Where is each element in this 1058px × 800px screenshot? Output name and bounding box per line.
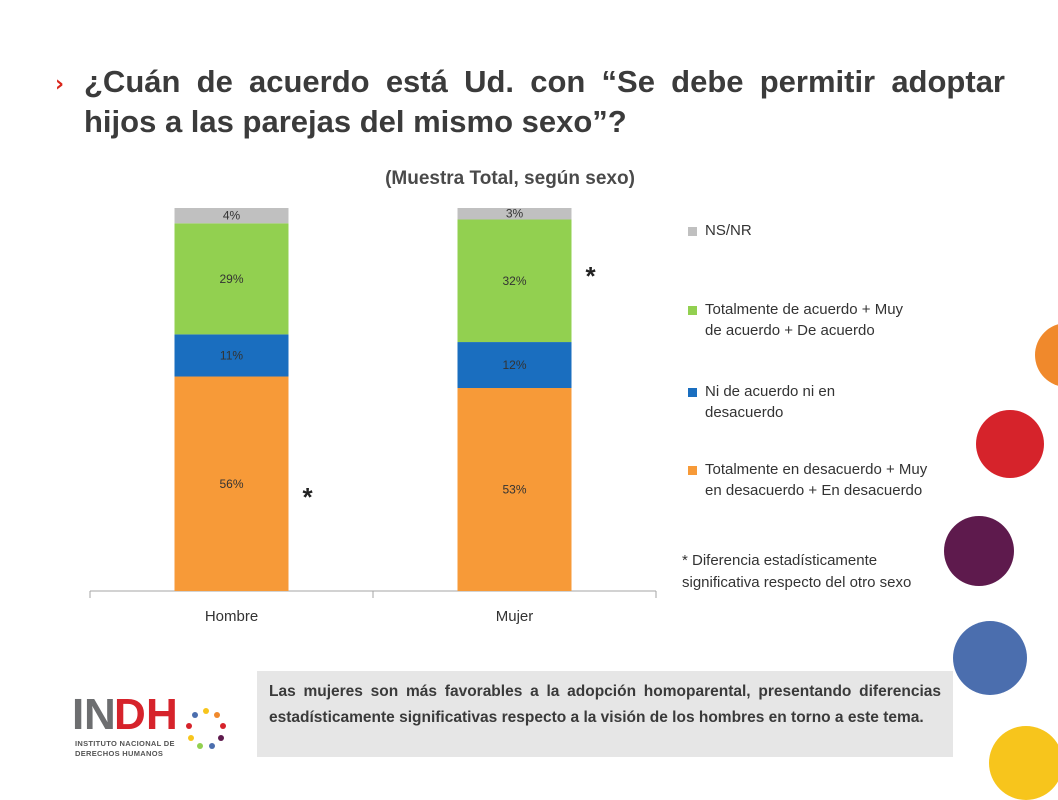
- legend-item-disagree: Totalmente en desacuerdo + Muy en desacu…: [688, 459, 930, 501]
- logo-letter: N: [84, 690, 116, 739]
- logo-letter: D: [114, 690, 146, 739]
- legend-swatch: [688, 466, 697, 475]
- significance-asterisk: *: [303, 482, 314, 512]
- legend-item-agree: Totalmente de acuerdo + Muy de acuerdo +…: [688, 299, 905, 341]
- indh-logo: I N D H INSTITUTO NACIONAL DE DERECHOS H…: [72, 693, 232, 763]
- bar-segment: [174, 223, 289, 335]
- data-label: 32%: [502, 274, 526, 288]
- data-label: 11%: [220, 348, 243, 362]
- x-tick-label: Hombre: [205, 608, 258, 625]
- logo-letter: H: [146, 690, 178, 739]
- logo-line-2: DERECHOS HUMANOS: [75, 749, 164, 758]
- footnote-text: Las mujeres son más favorables a la adop…: [269, 683, 941, 726]
- decorative-circle-orange: [1035, 323, 1058, 387]
- data-label: 12%: [502, 358, 526, 372]
- chevron-right-icon: ›: [55, 72, 65, 97]
- legend-item-neutral: Ni de acuerdo ni en desacuerdo: [688, 381, 885, 423]
- significance-note: * Diferencia estadísticamente significat…: [682, 552, 912, 591]
- data-label: 4%: [223, 209, 241, 223]
- decorative-circle-purple: [944, 516, 1014, 586]
- logo-dots-icon: [186, 708, 226, 749]
- data-label: 29%: [219, 272, 243, 286]
- significance-asterisk: *: [586, 261, 597, 291]
- decorative-circle-red: [976, 410, 1044, 478]
- data-label: 53%: [502, 483, 526, 497]
- bar-segment: [457, 219, 572, 343]
- data-label: 56%: [219, 477, 243, 491]
- chart-subtitle: (Muestra Total, según sexo): [385, 168, 635, 189]
- legend-swatch: [688, 227, 697, 236]
- x-tick-label: Mujer: [496, 608, 534, 625]
- decorative-circle-blue: [953, 621, 1027, 695]
- bar-segment: [174, 208, 289, 224]
- legend-label: Totalmente en desacuerdo + Muy en desacu…: [705, 461, 928, 499]
- footnote-box: Las mujeres son más favorables a la adop…: [257, 671, 953, 757]
- decorative-circle-yellow: [989, 726, 1058, 800]
- logo-line-1: INSTITUTO NACIONAL DE: [75, 739, 175, 748]
- legend-item-ns-nr: NS/NR: [688, 220, 930, 241]
- legend-swatch: [688, 306, 697, 315]
- legend-label: Ni de acuerdo ni en desacuerdo: [705, 383, 836, 421]
- legend-label: Totalmente de acuerdo + Muy de acuerdo +…: [705, 301, 904, 339]
- data-label: 3%: [506, 207, 524, 221]
- bar-segment: [457, 342, 572, 389]
- logo-letter: I: [72, 690, 84, 739]
- legend-swatch: [688, 388, 697, 397]
- legend-label: NS/NR: [705, 222, 752, 239]
- bar-segment: [457, 388, 572, 591]
- page-title: ¿Cuán de acuerdo está Ud. con “Se debe p…: [84, 64, 1005, 139]
- bar-segment: [174, 376, 289, 591]
- title-block: › ¿Cuán de acuerdo está Ud. con “Se debe…: [55, 62, 1005, 142]
- bar-segment: [457, 208, 572, 220]
- bar-segment: [174, 334, 289, 377]
